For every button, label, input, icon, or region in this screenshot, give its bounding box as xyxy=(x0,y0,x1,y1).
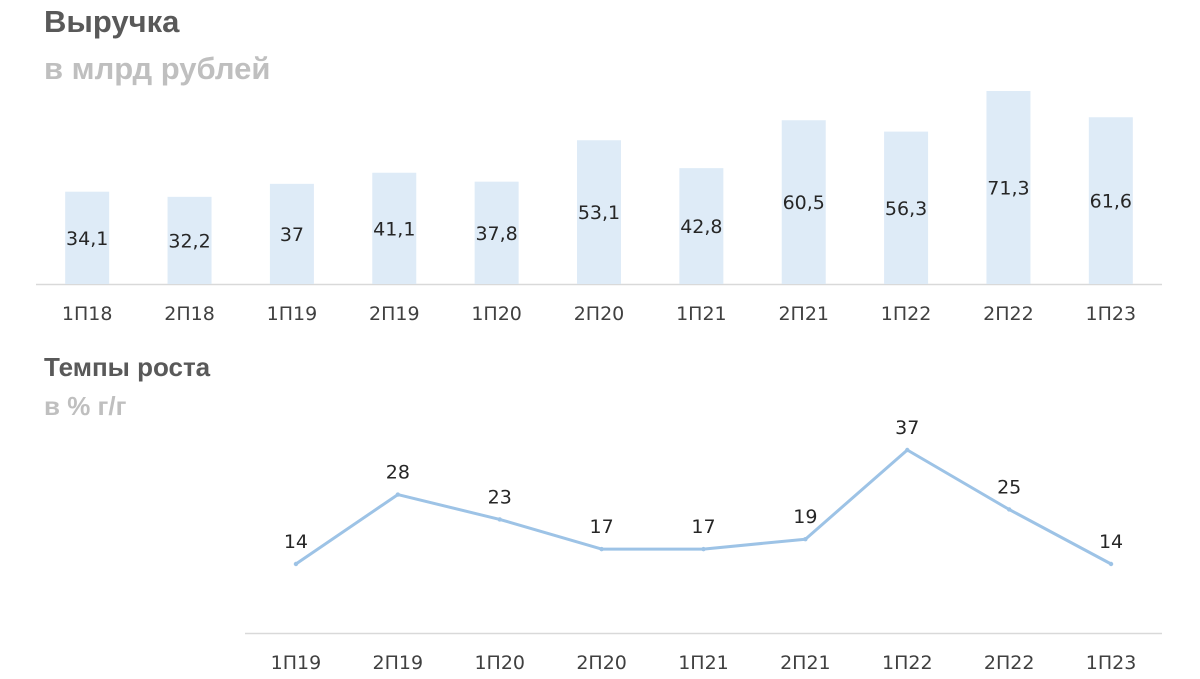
bar-1П19 xyxy=(269,183,314,284)
line-x-tick-label: 2П21 xyxy=(780,652,831,674)
line-x-tick-label: 1П21 xyxy=(678,652,729,674)
bar-1П22 xyxy=(884,131,929,284)
bar-value-label: 37,8 xyxy=(475,223,517,245)
revenue-chart-title: Выручка xyxy=(44,4,180,39)
bar-x-tick-label: 2П20 xyxy=(574,303,625,325)
bar-1П20 xyxy=(474,181,519,284)
line-value-label: 14 xyxy=(1099,531,1123,553)
line-point-1П22 xyxy=(905,447,910,453)
bar-2П18 xyxy=(167,196,212,284)
line-point-1П19 xyxy=(293,561,299,567)
bar-2П21 xyxy=(781,120,826,284)
bar-1П23 xyxy=(1088,117,1133,285)
bar-x-tick-label: 1П23 xyxy=(1086,303,1137,325)
bar-2П20 xyxy=(577,140,621,284)
line-x-tick-label: 2П19 xyxy=(373,652,424,674)
line-x-tick-label: 2П22 xyxy=(984,652,1035,674)
bar-1П18 xyxy=(65,191,110,284)
bar-x-tick-label: 2П19 xyxy=(369,303,420,325)
bar-x-tick-label: 1П20 xyxy=(471,303,522,325)
growth-chart-title: Темпы роста xyxy=(44,352,211,382)
revenue-chart-subtitle: в млрд рублей xyxy=(44,51,271,86)
line-value-label: 37 xyxy=(895,417,919,439)
bar-value-label: 32,2 xyxy=(168,230,210,252)
line-point-2П20 xyxy=(599,546,604,552)
bar-x-tick-label: 2П21 xyxy=(778,303,829,325)
line-value-label: 17 xyxy=(691,516,715,538)
line-value-label: 25 xyxy=(997,476,1021,498)
bar-value-label: 56,3 xyxy=(885,198,927,220)
line-point-2П19 xyxy=(395,492,401,497)
bar-x-tick-label: 2П18 xyxy=(164,303,215,325)
bar-x-tick-label: 2П22 xyxy=(983,303,1034,325)
line-value-label: 23 xyxy=(488,486,512,508)
bar-1П21 xyxy=(679,168,724,284)
line-point-2П22 xyxy=(1006,507,1012,512)
line-value-label: 17 xyxy=(590,516,614,538)
bar-2П19 xyxy=(372,172,417,284)
bar-x-tick-label: 1П19 xyxy=(267,303,318,325)
line-x-tick-label: 2П20 xyxy=(576,652,627,674)
bar-value-label: 60,5 xyxy=(783,192,825,214)
line-value-label: 28 xyxy=(386,462,410,484)
bar-value-label: 41,1 xyxy=(373,218,415,240)
growth-series-line xyxy=(294,448,1113,566)
line-x-tick-label: 1П22 xyxy=(882,652,933,674)
bar-value-label: 71,3 xyxy=(987,178,1029,200)
line-point-1П20 xyxy=(497,517,502,522)
bar-x-tick-label: 1П18 xyxy=(62,303,113,325)
bar-value-label: 42,8 xyxy=(680,216,722,238)
revenue-bar-chart: 34,1 1П18 32,2 2П18 37 1П19 41,1 2П19 37,8 1П20 53… xyxy=(36,91,1162,325)
bar-2П22 xyxy=(986,91,1031,284)
growth-chart-subtitle: в % г/г xyxy=(44,391,127,421)
bar-x-tick-label: 1П21 xyxy=(676,303,727,325)
line-x-tick-label: 1П20 xyxy=(474,652,525,674)
bar-value-label: 53,1 xyxy=(578,202,620,224)
bar-value-label: 61,6 xyxy=(1090,191,1132,213)
line-x-tick-label: 1П19 xyxy=(271,652,322,674)
line-value-label: 19 xyxy=(793,506,817,528)
line-value-label: 14 xyxy=(284,531,308,553)
line-point-1П23 xyxy=(1108,561,1114,567)
line-x-tick-label: 1П23 xyxy=(1086,652,1137,674)
bar-x-tick-label: 1П22 xyxy=(881,303,932,325)
line-point-2П21 xyxy=(803,537,808,542)
line-point-1П21 xyxy=(701,546,706,552)
bar-value-label: 34,1 xyxy=(66,228,108,250)
bar-value-label: 37 xyxy=(280,224,304,246)
